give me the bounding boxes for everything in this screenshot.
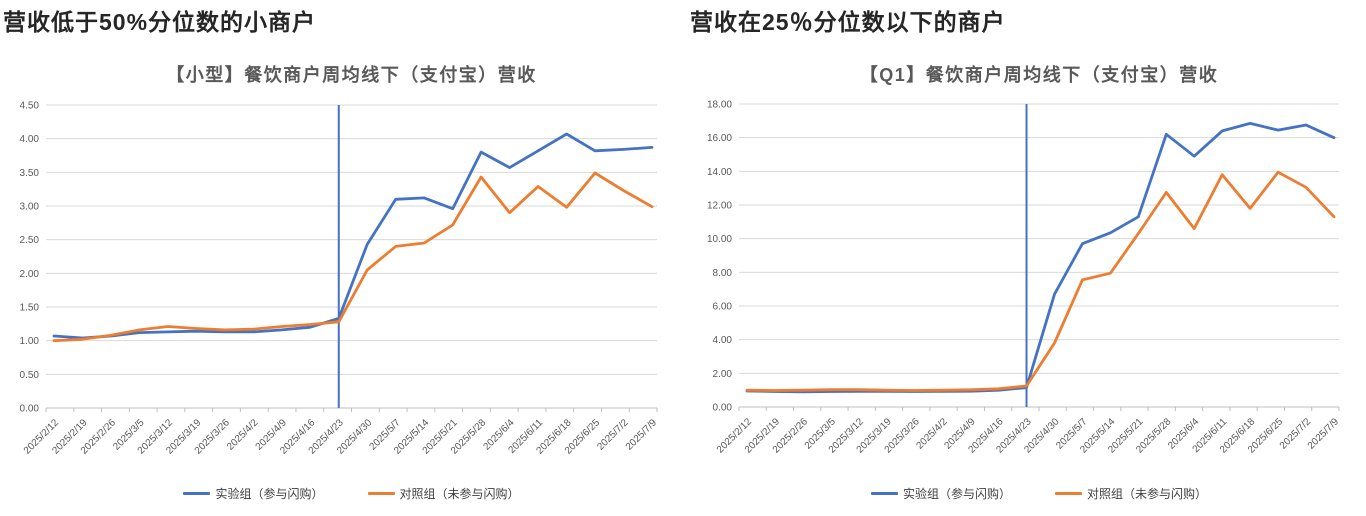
y-axis-tick-label: 0.00 (713, 403, 733, 414)
y-axis-tick-label: 10.00 (707, 234, 732, 245)
legend-label-control: 对照组（未参与闪购） (1087, 487, 1208, 501)
legend-item-treatment: 实验组（参与闪购） (870, 485, 1011, 502)
panel-heading-right: 营收在25％分位数以下的商户 (690, 9, 1006, 35)
y-axis-tick-label: 2.50 (20, 235, 40, 246)
legend-item-control: 对照组（未参与闪购） (367, 485, 520, 502)
panel-q1-merchants: 营收在25％分位数以下的商户 【Q1】餐饮商户周均线下（支付宝）营收 0.00 2… (683, 0, 1366, 516)
y-axis-tick-label: 0.00 (20, 404, 40, 415)
line-chart-q1-merchants: 0.00 2.00 4.00 6.00 8.00 10.00 12.00 14.00 16.00… (707, 100, 1342, 456)
y-axis-tick-label: 4.00 (713, 335, 733, 346)
legend-label-treatment: 实验组（参与闪购） (215, 487, 324, 501)
legend-label-control: 对照组（未参与闪购） (399, 487, 520, 501)
legend-item-treatment: 实验组（参与闪购） (183, 485, 324, 502)
chart-legend-left: 实验组（参与闪购） 对照组（未参与闪购） (46, 485, 657, 502)
series-line-control (52, 171, 654, 343)
series-line-control (745, 170, 1336, 392)
panel-small-merchants: 营收低于50%分位数的小商户 【小型】餐饮商户周均线下（支付宝）营收 0.00 0… (3, 9, 660, 502)
x-axis-tick-label: 2025/7/9 (624, 417, 660, 453)
series-line-treatment (745, 122, 1336, 394)
control-line-swatch (367, 492, 395, 495)
x-axis-tick-label: 2025/7/9 (1306, 416, 1342, 452)
y-axis-tick-label: 6.00 (713, 302, 733, 313)
series-line-treatment (52, 132, 654, 340)
y-axis-tick-label: 0.50 (20, 370, 40, 381)
y-axis-tick-label: 4.00 (20, 134, 40, 145)
y-axis-tick-label: 18.00 (707, 100, 732, 111)
line-chart-small-merchants: 0.00 0.50 1.00 1.50 2.00 2.50 3.00 3.50 4.00 4.50… (20, 101, 660, 457)
y-axis-tick-label: 1.00 (20, 336, 40, 347)
y-axis-tick-label: 14.00 (707, 167, 732, 178)
y-axis-tick-label: 12.00 (707, 201, 732, 212)
treatment-line-swatch (870, 492, 898, 495)
y-axis-tick-label: 1.50 (20, 303, 40, 314)
chart-title-left: 【小型】餐饮商户周均线下（支付宝）营收 (166, 65, 537, 85)
panel-heading-left: 营收低于50%分位数的小商户 (3, 9, 317, 35)
y-axis-tick-label: 2.00 (713, 369, 733, 380)
legend-item-control: 对照组（未参与闪购） (1055, 485, 1207, 502)
y-axis-tick-label: 4.50 (20, 101, 40, 112)
control-line-swatch (1055, 492, 1082, 495)
y-axis-tick-label: 3.00 (20, 202, 40, 213)
y-axis-tick-label: 2.00 (20, 269, 40, 280)
legend-label-treatment: 实验组（参与闪购） (902, 487, 1011, 501)
y-axis-tick-label: 16.00 (707, 133, 732, 144)
treatment-line-swatch (183, 492, 211, 495)
chart-legend-right: 实验组（参与闪购） 对照组（未参与闪购） (739, 485, 1339, 502)
chart-title-right: 【Q1】餐饮商户周均线下（支付宝）营收 (859, 65, 1219, 85)
y-axis-tick-label: 3.50 (20, 168, 40, 179)
y-axis-tick-label: 8.00 (713, 268, 733, 279)
